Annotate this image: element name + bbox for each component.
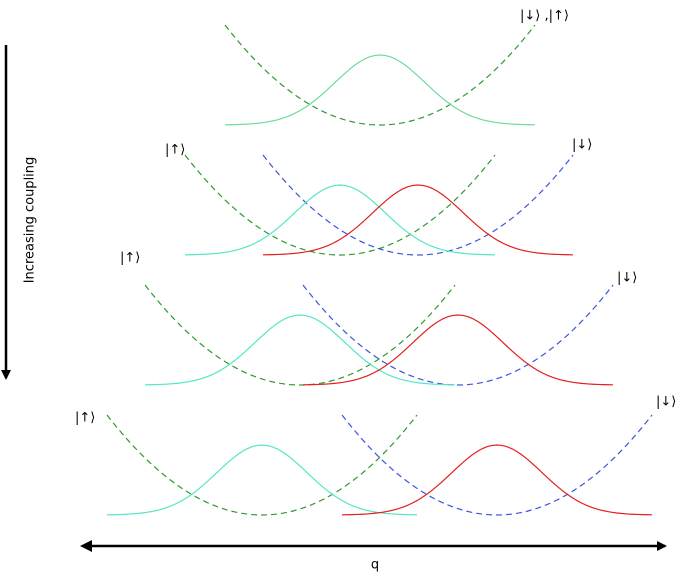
- potential-curve: [224, 24, 536, 126]
- potential-curve: [262, 154, 574, 256]
- state-label: |↓⟩: [656, 395, 676, 410]
- wavefunction: [224, 54, 536, 126]
- y-axis-label: Increasing coupling: [23, 157, 38, 284]
- wavefunction: [341, 444, 653, 516]
- potential-curve: [302, 284, 614, 386]
- state-label: |↓⟩ ,|↑⟩: [520, 9, 569, 24]
- potential-curve: [144, 284, 456, 386]
- state-label: |↑⟩: [120, 251, 140, 266]
- potential-curve: [184, 154, 496, 256]
- state-label: |↓⟩: [617, 271, 637, 286]
- x-axis-label: q: [371, 558, 379, 573]
- wavefunction: [262, 184, 574, 256]
- state-label: |↑⟩: [165, 143, 185, 158]
- potential-curve: [106, 414, 418, 516]
- state-label: |↑⟩: [75, 411, 95, 426]
- wavefunction: [184, 184, 496, 256]
- q-arrow-head: [80, 540, 92, 552]
- curves: [106, 24, 653, 516]
- wavefunction: [106, 444, 418, 516]
- potential-curve: [341, 414, 653, 516]
- state-label: |↓⟩: [572, 138, 592, 153]
- wavefunction: [302, 314, 614, 386]
- wavefunction: [144, 314, 456, 386]
